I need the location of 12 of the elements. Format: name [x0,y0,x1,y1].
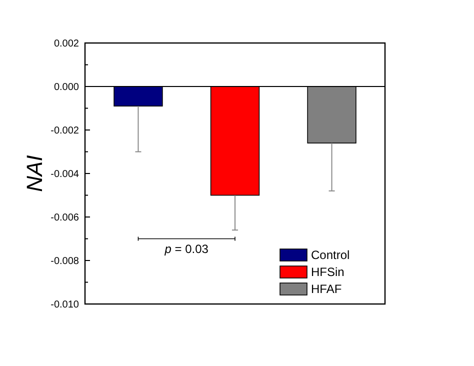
y-tick-label: -0.004 [50,169,80,180]
y-tick-label: -0.002 [50,126,80,136]
y-tick-label: -0.006 [50,212,80,224]
y-tick-label: -0.008 [50,256,80,267]
legend-label: HFAF [311,282,342,296]
legend-label: HFSin [311,265,344,280]
y-axis-title: NAI [22,155,47,192]
annotation: p = 0.03 [164,242,209,256]
y-tick-label: 0.000 [54,82,80,93]
legend-label: Control [311,248,350,262]
y-tick-label: -0.010 [50,300,80,310]
y-tick-label: 0.002 [54,38,80,50]
